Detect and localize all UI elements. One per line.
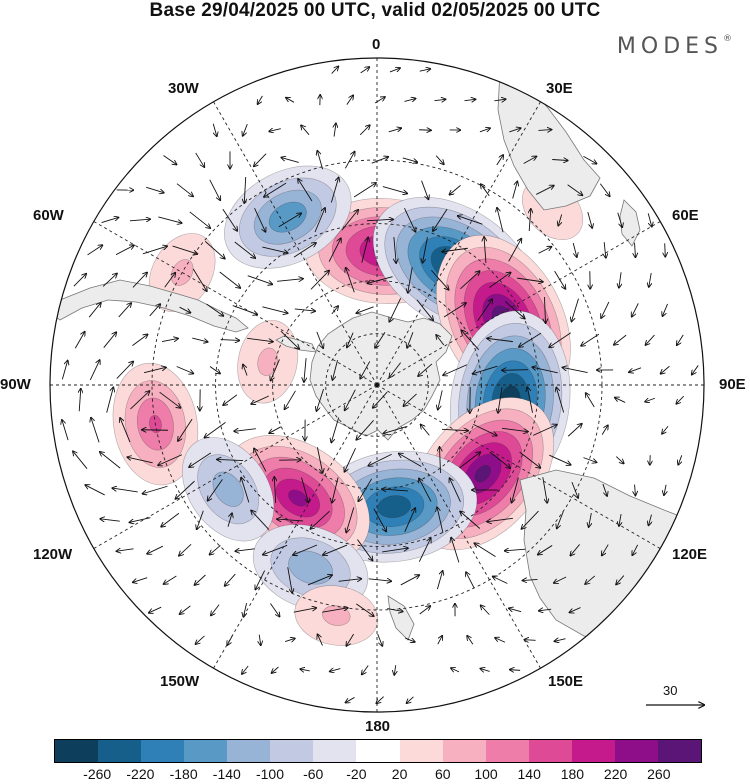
colorbar-cell — [356, 740, 399, 762]
colorbar-cell — [98, 740, 141, 762]
colorbar-tick-label: -260 — [83, 766, 111, 782]
colorbar-cell — [227, 740, 270, 762]
colorbar-tick-label: -180 — [170, 766, 198, 782]
reference-vector-label: 30 — [663, 683, 677, 698]
longitude-label-150w: 150W — [160, 673, 199, 690]
colorbar — [54, 739, 702, 763]
longitude-label-150e: 150E — [548, 673, 583, 690]
longitude-label-30w: 30W — [168, 80, 199, 97]
colorbar-cell — [313, 740, 356, 762]
colorbar-tick-label: 20 — [392, 766, 408, 782]
colorbar-cell — [184, 740, 227, 762]
colorbar-tick-label: -220 — [126, 766, 154, 782]
colorbar-cell — [141, 740, 184, 762]
colorbar-tick-label: -100 — [256, 766, 284, 782]
colorbar-tick-label: 140 — [518, 766, 541, 782]
colorbar-tick-label: 260 — [647, 766, 670, 782]
colorbar-tick-label: 100 — [474, 766, 497, 782]
colorbar-cell — [55, 740, 98, 762]
longitude-label-180: 180 — [365, 718, 390, 735]
longitude-label-60w: 60W — [33, 207, 64, 224]
wind-arrow — [419, 130, 431, 131]
colorbar-cell — [443, 740, 486, 762]
colorbar-cell — [486, 740, 529, 762]
colorbar-cell — [658, 740, 701, 762]
colorbar-tick-labels: -260 -220 -180 -140 -100 -60 -20 20 60 100 140 180 2… — [54, 766, 702, 784]
colorbar-tick-label: 220 — [604, 766, 627, 782]
colorbar-cell — [270, 740, 313, 762]
colorbar-cell — [529, 740, 572, 762]
colorbar-cell — [572, 740, 615, 762]
colorbar-tick-label: -20 — [346, 766, 366, 782]
south-pole-marker — [375, 383, 379, 387]
colorbar-tick-label: 60 — [435, 766, 451, 782]
colorbar-tick-label: -60 — [303, 766, 323, 782]
colorbar-cell — [615, 740, 658, 762]
longitude-label-120e: 120E — [672, 546, 707, 563]
colorbar-cell — [400, 740, 443, 762]
colorbar-tick-label: -140 — [213, 766, 241, 782]
longitude-label-90e: 90E — [719, 376, 746, 393]
wind-arrow — [502, 370, 528, 371]
longitude-label-30e: 30E — [546, 80, 573, 97]
longitude-label-60e: 60E — [672, 207, 699, 224]
colorbar-tick-label: 180 — [561, 766, 584, 782]
longitude-label-90w: 90W — [0, 376, 31, 393]
longitude-label-120w: 120W — [33, 546, 72, 563]
wind-arrow — [665, 243, 666, 256]
longitude-label-0: 0 — [372, 36, 380, 53]
wind-arrow — [524, 640, 535, 641]
